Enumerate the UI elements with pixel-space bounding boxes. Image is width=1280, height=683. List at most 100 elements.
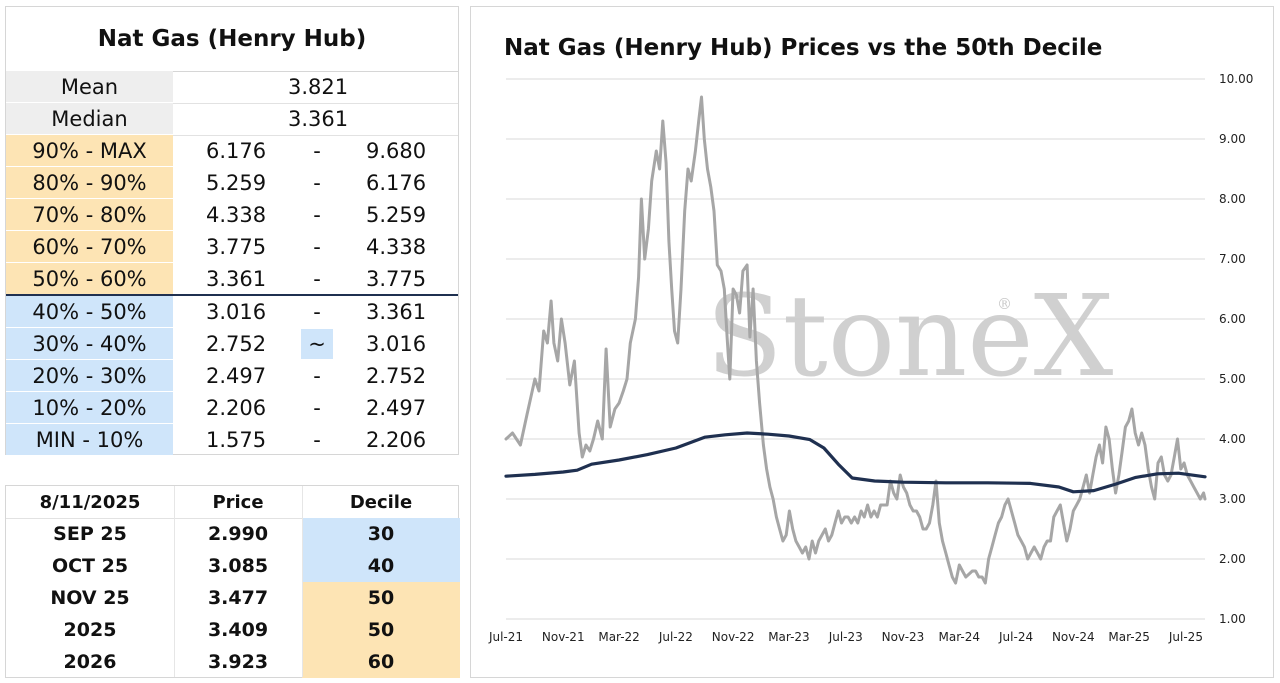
- band-low: 6.176: [206, 139, 267, 163]
- contract-decile: 40: [302, 550, 460, 582]
- band-separator: -: [313, 203, 321, 227]
- contract-label: SEP 25: [53, 523, 127, 545]
- x-tick-label: Nov-22: [712, 630, 755, 644]
- y-tick-label: 6.00: [1219, 312, 1246, 326]
- band-separator-highlight: ~: [301, 329, 333, 359]
- decile-band-row: 20% - 30% 2.497 - 2.752: [6, 360, 458, 392]
- x-tick-label: Jul-21: [488, 630, 523, 644]
- band-high: 3.016: [366, 332, 427, 356]
- stat-row-median: Median 3.361: [6, 103, 458, 136]
- watermark-registered-mark: ®: [997, 295, 1012, 313]
- contract-decile: 50: [302, 614, 460, 646]
- band-separator: -: [313, 396, 321, 420]
- price-table-row: 2026 3.923 60: [6, 646, 460, 678]
- x-tick-label: Nov-23: [882, 630, 925, 644]
- decile-band-row: 30% - 40% 2.752 ~ 3.016: [6, 328, 458, 360]
- contract-price: 3.085: [207, 555, 269, 577]
- band-low: 4.338: [206, 203, 267, 227]
- decile-table-title: Nat Gas (Henry Hub): [6, 7, 458, 72]
- decile-50th-series-line: [504, 431, 1207, 494]
- decile-band-row: 80% - 90% 5.259 - 6.176: [6, 167, 458, 199]
- price-table-row: NOV 25 3.477 50: [6, 582, 460, 614]
- x-tick-label: Nov-21: [542, 630, 585, 644]
- decile-band-row: 60% - 70% 3.775 - 4.338: [6, 231, 458, 263]
- band-low: 3.016: [206, 300, 267, 324]
- band-high: 3.361: [366, 300, 427, 324]
- band-label: MIN - 10%: [6, 424, 173, 456]
- x-tick-label: Jul-24: [998, 630, 1033, 644]
- x-tick-label: Mar-25: [1108, 630, 1149, 644]
- decile-band-row: 70% - 80% 4.338 - 5.259: [6, 199, 458, 231]
- band-label: 80% - 90%: [6, 167, 173, 199]
- x-tick-label: Jul-22: [658, 630, 693, 644]
- stat-value: 3.821: [288, 75, 349, 99]
- y-tick-label: 4.00: [1219, 432, 1246, 446]
- band-low: 2.497: [206, 364, 267, 388]
- contract-decile: 60: [302, 646, 460, 678]
- decile-band-row: 90% - MAX 6.176 - 9.680: [6, 135, 458, 167]
- band-label: 20% - 30%: [6, 360, 173, 392]
- band-label: 30% - 40%: [6, 328, 173, 360]
- stat-row-mean: Mean 3.821: [6, 71, 458, 104]
- contract-price: 2.990: [207, 523, 269, 545]
- contract-price: 3.409: [207, 619, 269, 641]
- stat-label: Median: [6, 103, 173, 134]
- band-label: 40% - 50%: [6, 296, 173, 328]
- price-table-row: 2025 3.409 50: [6, 614, 460, 646]
- band-separator: -: [313, 171, 321, 195]
- contract-label: NOV 25: [50, 587, 130, 609]
- column-divider: [174, 486, 175, 677]
- price-line-chart: StoneX ® 1.00 2.00 3.00 4.00 5.00 6.00 7.00 8.0…: [488, 72, 1253, 644]
- contract-label: OCT 25: [51, 555, 129, 577]
- contract-decile: 30: [302, 518, 460, 550]
- y-tick-label: 2.00: [1219, 552, 1246, 566]
- y-tick-label: 5.00: [1219, 372, 1246, 386]
- band-low: 2.752: [206, 332, 267, 356]
- band-high: 4.338: [366, 235, 427, 259]
- band-separator: -: [313, 364, 321, 388]
- band-separator: -: [313, 139, 321, 163]
- band-label: 60% - 70%: [6, 231, 173, 263]
- y-tick-label: 10.00: [1219, 72, 1253, 86]
- y-tick-label: 9.00: [1219, 132, 1246, 146]
- price-series-line: [504, 95, 1207, 585]
- band-low: 5.259: [206, 171, 267, 195]
- band-separator: -: [313, 267, 321, 291]
- contract-price: 3.477: [207, 587, 269, 609]
- band-low: 2.206: [206, 396, 267, 420]
- band-label: 50% - 60%: [6, 263, 173, 295]
- band-separator: -: [313, 235, 321, 259]
- x-tick-label: Mar-23: [768, 630, 809, 644]
- header-decile: Decile: [349, 491, 413, 513]
- price-table-header: 8/11/2025 Price Decile: [6, 486, 458, 519]
- chart-panel: Nat Gas (Henry Hub) Prices vs the 50th D…: [470, 6, 1274, 678]
- y-tick-label: 1.00: [1219, 612, 1246, 626]
- band-high: 9.680: [366, 139, 427, 163]
- contract-label: 2025: [63, 619, 117, 641]
- band-high: 6.176: [366, 171, 427, 195]
- band-label: 90% - MAX: [6, 135, 173, 167]
- x-tick-label: Mar-22: [598, 630, 639, 644]
- contract-decile: 50: [302, 582, 460, 614]
- chart-title: Nat Gas (Henry Hub) Prices vs the 50th D…: [504, 35, 1103, 61]
- band-label: 70% - 80%: [6, 199, 173, 231]
- band-high: 3.775: [366, 267, 427, 291]
- header-price: Price: [212, 491, 264, 513]
- column-divider: [302, 486, 303, 677]
- contract-label: 2026: [63, 651, 117, 673]
- band-high: 2.206: [366, 428, 427, 452]
- band-low: 3.775: [206, 235, 267, 259]
- band-low: 1.575: [206, 428, 267, 452]
- band-label: 10% - 20%: [6, 392, 173, 424]
- decile-band-row: 40% - 50% 3.016 - 3.361: [6, 296, 458, 328]
- header-date: 8/11/2025: [39, 491, 141, 513]
- band-high: 2.752: [366, 364, 427, 388]
- band-separator: -: [313, 300, 321, 324]
- band-low: 3.361: [206, 267, 267, 291]
- price-table-row: SEP 25 2.990 30: [6, 518, 460, 550]
- stat-label: Mean: [6, 71, 173, 102]
- x-tick-label: Mar-24: [939, 630, 980, 644]
- decile-band-row: MIN - 10% 1.575 - 2.206: [6, 424, 458, 456]
- band-separator: -: [313, 428, 321, 452]
- y-tick-label: 3.00: [1219, 492, 1246, 506]
